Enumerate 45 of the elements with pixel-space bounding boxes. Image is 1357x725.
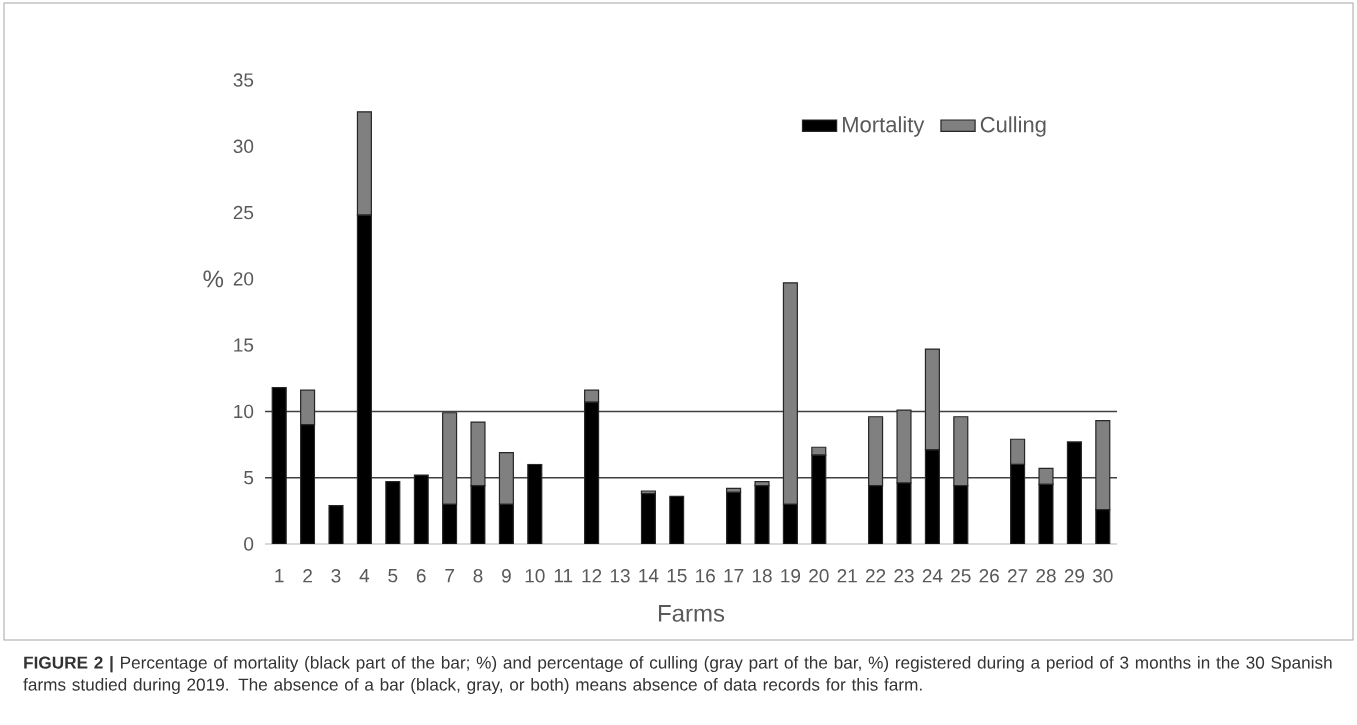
x-tick-label: 11 (554, 569, 573, 583)
y-tick-label: 35 (233, 73, 254, 87)
legend-label: Mortality (843, 116, 925, 137)
x-tick-label: 10 (525, 569, 545, 583)
x-tick-label: 3 (331, 569, 341, 583)
x-axis-title: Farms (658, 605, 725, 622)
x-tick-label: 6 (416, 569, 426, 583)
y-tick-label: 20 (233, 272, 254, 286)
x-tick-label: 15 (667, 569, 687, 583)
x-tick-label: 27 (1007, 569, 1028, 583)
y-axis-title: % (203, 270, 224, 288)
x-tick-label: 4 (359, 569, 370, 583)
x-tick-label: 5 (388, 569, 398, 583)
bar (640, 493, 656, 544)
x-tick-label: 19 (781, 569, 801, 583)
y-tick-label: 15 (234, 338, 254, 352)
x-tick-label: 9 (502, 569, 511, 583)
x-tick-label: 20 (809, 569, 829, 583)
x-tick-label: 29 (1064, 569, 1085, 583)
y-tick-label: 10 (234, 404, 254, 419)
x-tick-label: 18 (752, 569, 772, 583)
y-tick-label: 25 (233, 205, 254, 220)
x-tick-label: 30 (1092, 569, 1113, 583)
x-tick-label: 7 (445, 569, 454, 583)
x-tick-label: 22 (865, 569, 886, 583)
x-tick-label: 16 (696, 569, 715, 583)
x-tick-label: 14 (639, 569, 659, 583)
x-tick-label: 2 (303, 569, 312, 583)
x-tick-label: 24 (922, 569, 943, 583)
text: FIGURE 2 | Percentage of mortality (black part of the bar; %) and percentage of culling (gray part of the bar, %) registered during a period of 3 months in the 30 Spanish farms studied during 2019. The absence of a bar (black, gray, or both) means absence of data records for this farm. (23, 656, 1332, 695)
x-tick-label: 8 (473, 569, 483, 583)
bar (413, 474, 429, 544)
x-tick-label: 28 (1036, 569, 1056, 583)
y-tick-label: 30 (233, 139, 254, 154)
x-tick-label: 25 (951, 569, 971, 583)
x-tick-label: 12 (582, 569, 602, 583)
x-tick-label: 23 (894, 569, 914, 583)
y-tick-label: 0 (244, 537, 254, 551)
x-tick-label: 21 (837, 569, 857, 583)
y-tick-label: 5 (244, 471, 254, 485)
x-tick-label: 17 (724, 569, 744, 583)
x-tick-label: 1 (275, 569, 284, 583)
legend-label: Culling (980, 116, 1046, 137)
x-tick-label: 13 (610, 569, 630, 583)
x-tick-label: 26 (979, 569, 999, 583)
